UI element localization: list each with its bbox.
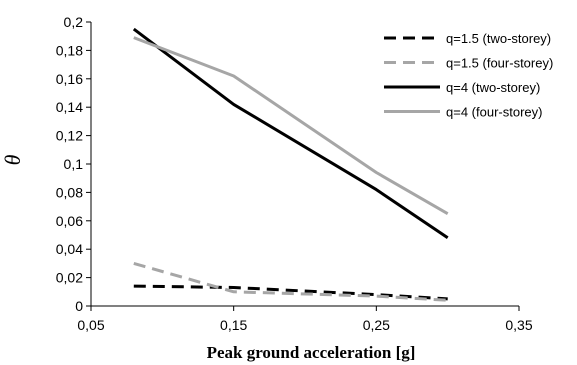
- series-line-1: [133, 284, 448, 301]
- y-tick-label: 0,06: [56, 213, 83, 229]
- series-line-2: [133, 261, 448, 302]
- series-line-4: [133, 36, 449, 215]
- y-axis-label: θ: [0, 154, 25, 165]
- legend-label-4: q=4 (four-storey): [446, 105, 542, 120]
- series-line-3: [132, 27, 449, 240]
- series-layer: [132, 27, 449, 302]
- x-tick-label: 0,15: [220, 317, 247, 333]
- y-tick-label: 0,1: [64, 156, 84, 172]
- y-tick-label: 0,16: [56, 71, 83, 87]
- legend-label-1: q=1.5 (two-storey): [446, 31, 551, 46]
- axes: 0 0,02 0,04 0,06 0,08 0,1 0,12 0,14 0,16 0,18 0,2 0…: [56, 14, 533, 333]
- y-tick-label: 0,2: [64, 14, 84, 30]
- y-tick-label: 0,18: [56, 42, 83, 58]
- x-axis-label: Peak ground acceleration [g]: [207, 343, 416, 362]
- y-tick-label: 0,04: [56, 241, 83, 257]
- legend-label-3: q=4 (two-storey): [446, 80, 540, 95]
- x-tick-label: 0,25: [363, 317, 390, 333]
- legend: q=1.5 (two-storey) q=1.5 (four-storey) q=4…: [384, 31, 553, 120]
- y-tick-label: 0,02: [56, 270, 83, 286]
- x-tick-label: 0,05: [77, 317, 104, 333]
- y-tick-label: 0: [75, 298, 83, 314]
- x-tick-label: 0,35: [505, 317, 532, 333]
- y-tick-label: 0,12: [56, 128, 83, 144]
- y-tick-label: 0,08: [56, 184, 83, 200]
- legend-label-2: q=1.5 (four-storey): [446, 56, 553, 71]
- y-tick-label: 0,14: [56, 99, 83, 115]
